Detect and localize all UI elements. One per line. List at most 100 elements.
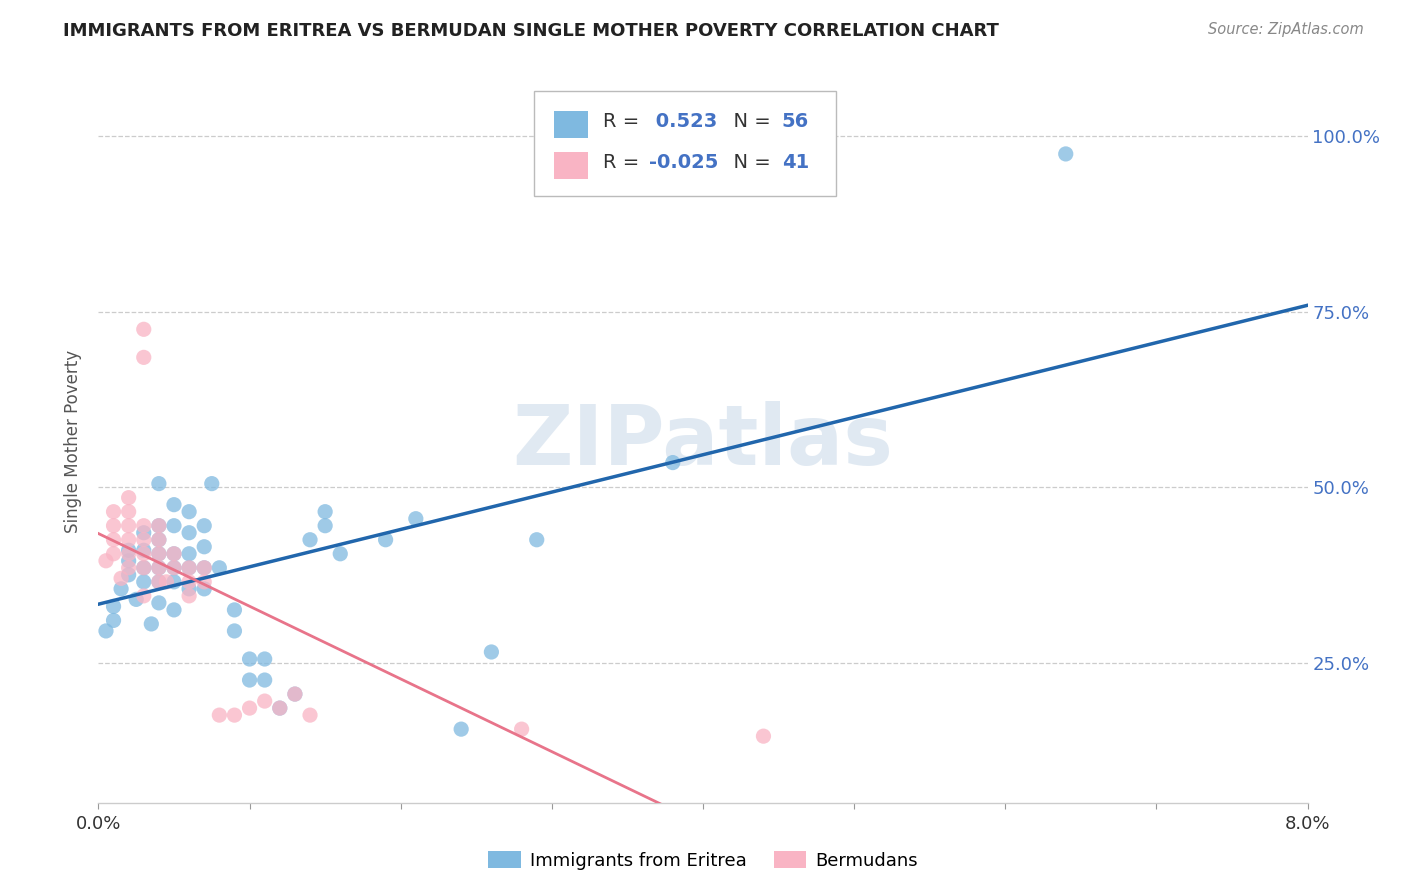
Point [148, 561, 170, 575]
Point [148, 547, 170, 561]
Point [94, 554, 117, 568]
Point [179, 561, 201, 575]
Point [163, 574, 186, 589]
Point [314, 505, 336, 519]
Point [155, 574, 177, 589]
Point [314, 518, 336, 533]
Point [208, 708, 231, 723]
Point [125, 592, 148, 607]
Point [118, 561, 141, 575]
Text: ZIPatlas: ZIPatlas [513, 401, 893, 482]
Point [132, 589, 155, 603]
Point [118, 567, 141, 582]
Point [208, 561, 231, 575]
Point [661, 456, 683, 470]
Point [103, 614, 125, 628]
Point [163, 561, 186, 575]
Point [118, 533, 141, 547]
Point [132, 561, 155, 575]
Point [110, 582, 132, 596]
Point [132, 543, 155, 558]
Point [299, 708, 322, 723]
Point [179, 505, 201, 519]
Point [132, 351, 155, 365]
Point [374, 533, 396, 547]
Point [193, 574, 215, 589]
Point [118, 491, 141, 505]
Point [148, 574, 170, 589]
Text: R =: R = [603, 112, 645, 131]
Point [752, 729, 775, 743]
FancyBboxPatch shape [554, 152, 588, 179]
Point [148, 547, 170, 561]
Point [141, 616, 163, 631]
Point [239, 673, 262, 687]
Point [163, 603, 186, 617]
Point [163, 547, 186, 561]
Point [118, 554, 141, 568]
Point [193, 518, 215, 533]
Point [148, 518, 170, 533]
Text: Source: ZipAtlas.com: Source: ZipAtlas.com [1208, 22, 1364, 37]
Point [148, 518, 170, 533]
Point [481, 645, 503, 659]
Y-axis label: Single Mother Poverty: Single Mother Poverty [65, 350, 83, 533]
Point [526, 533, 548, 547]
Point [103, 547, 125, 561]
Point [148, 533, 170, 547]
Point [148, 533, 170, 547]
Text: N =: N = [721, 112, 778, 131]
Text: N =: N = [721, 153, 778, 172]
Point [224, 708, 246, 723]
FancyBboxPatch shape [534, 91, 837, 196]
Point [224, 603, 246, 617]
Point [163, 498, 186, 512]
Text: IMMIGRANTS FROM ERITREA VS BERMUDAN SINGLE MOTHER POVERTY CORRELATION CHART: IMMIGRANTS FROM ERITREA VS BERMUDAN SING… [63, 22, 1000, 40]
Point [201, 476, 224, 491]
Point [103, 533, 125, 547]
Point [239, 701, 262, 715]
Point [163, 518, 186, 533]
Point [329, 547, 352, 561]
Text: -0.025: -0.025 [648, 153, 718, 172]
Point [510, 722, 533, 736]
FancyBboxPatch shape [554, 111, 588, 138]
Point [103, 518, 125, 533]
Point [450, 722, 472, 736]
Point [103, 599, 125, 614]
Point [284, 687, 307, 701]
Point [269, 701, 291, 715]
Point [148, 561, 170, 575]
Point [253, 694, 276, 708]
Point [284, 687, 307, 701]
Point [179, 574, 201, 589]
Point [239, 652, 262, 666]
Text: 0.523: 0.523 [648, 112, 717, 131]
Point [132, 533, 155, 547]
Point [103, 505, 125, 519]
Point [1054, 147, 1077, 161]
Point [148, 596, 170, 610]
Point [179, 525, 201, 540]
Point [253, 673, 276, 687]
Point [118, 518, 141, 533]
Text: R =: R = [603, 153, 645, 172]
Text: 56: 56 [782, 112, 808, 131]
Point [193, 561, 215, 575]
Point [132, 322, 155, 336]
Point [193, 582, 215, 596]
Point [132, 525, 155, 540]
Point [253, 652, 276, 666]
Point [179, 582, 201, 596]
Point [193, 561, 215, 575]
Point [132, 518, 155, 533]
Point [269, 701, 291, 715]
Point [224, 624, 246, 638]
Point [94, 624, 117, 638]
Point [148, 476, 170, 491]
Point [179, 547, 201, 561]
Point [163, 547, 186, 561]
Point [299, 533, 322, 547]
Point [193, 540, 215, 554]
Legend: Immigrants from Eritrea, Bermudans: Immigrants from Eritrea, Bermudans [488, 851, 918, 870]
